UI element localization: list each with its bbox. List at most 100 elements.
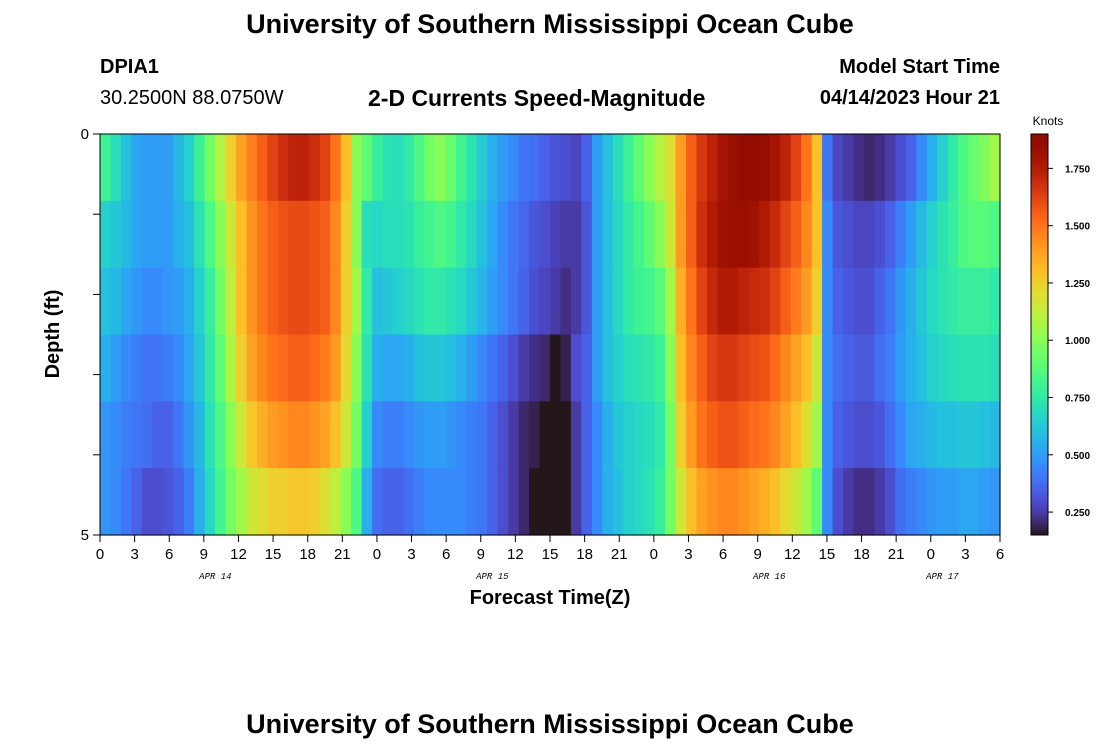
- heatmap-cell: [173, 134, 185, 202]
- heatmap-cell: [989, 267, 1001, 336]
- x-tick-label: 9: [200, 546, 208, 563]
- heatmap-cell: [330, 334, 342, 402]
- heatmap-cell: [696, 401, 708, 469]
- heatmap-cell: [434, 200, 446, 269]
- heatmap-cell: [529, 267, 541, 336]
- heatmap-cell: [916, 401, 928, 469]
- heatmap-cell: [393, 134, 405, 202]
- heatmap-cell: [372, 134, 384, 202]
- heatmap-cell: [194, 134, 206, 202]
- heatmap-cell: [560, 468, 572, 536]
- x-tick-label: 0: [650, 546, 658, 563]
- heatmap-cell: [413, 401, 426, 469]
- heatmap-cell: [246, 134, 258, 202]
- heatmap-cell: [487, 401, 499, 469]
- heatmap-cell: [644, 334, 656, 402]
- heatmap-cell: [550, 401, 562, 469]
- heatmap-cell: [874, 267, 886, 336]
- heatmap-cell: [382, 267, 394, 336]
- heatmap-cell: [832, 468, 844, 536]
- heatmap-cell: [769, 334, 781, 402]
- x-tick-label: 6: [165, 546, 173, 563]
- heatmap-cell: [267, 134, 279, 202]
- heatmap-cell: [780, 334, 792, 402]
- heatmap-cell: [853, 334, 865, 402]
- heatmap-cell: [277, 134, 289, 202]
- heatmap-cell: [801, 200, 813, 269]
- heatmap-cell: [382, 200, 394, 269]
- heatmap-cell: [560, 134, 572, 202]
- heatmap-cell: [183, 200, 195, 269]
- colorbar-tick-label: 1.500: [1065, 222, 1090, 233]
- heatmap-cell: [497, 134, 509, 202]
- heatmap-cell: [497, 267, 509, 336]
- heatmap-cell: [633, 401, 645, 469]
- heatmap-cell: [236, 334, 248, 402]
- heatmap-cell: [801, 334, 813, 402]
- heatmap-cell: [581, 334, 593, 402]
- heatmap-cell: [131, 267, 143, 336]
- y-tick-label: 0: [81, 126, 89, 143]
- heatmap-cell: [110, 200, 122, 269]
- heatmap-cell: [591, 334, 603, 402]
- heatmap-cell: [288, 401, 300, 469]
- heatmap-cell: [110, 334, 122, 402]
- heatmap-cell: [340, 200, 352, 269]
- heatmap-cell: [372, 267, 384, 336]
- heatmap-cell: [623, 200, 635, 269]
- heatmap-cell: [874, 334, 886, 402]
- heatmap-cell: [204, 134, 216, 202]
- heatmap-cell: [413, 134, 426, 202]
- heatmap-cell: [110, 267, 122, 336]
- heatmap-cell: [539, 401, 551, 469]
- heatmap-cell: [612, 401, 624, 469]
- heatmap-cell: [372, 200, 384, 269]
- heatmap-cell: [550, 267, 562, 336]
- heatmap-cell: [309, 468, 321, 536]
- heatmap-cell: [884, 200, 896, 269]
- heatmap-cell: [215, 468, 227, 536]
- heatmap-cell: [361, 334, 373, 402]
- heatmap-cell: [863, 468, 876, 536]
- heatmap-cell: [529, 200, 541, 269]
- heatmap-cell: [393, 200, 405, 269]
- heatmap-cell: [623, 468, 635, 536]
- x-axis-ticks: 0 3 6 9 12 15 18 21 0 3 6 9 12 15 18 21 0 3 6 9 12 15 18 21 0 3 6: [96, 535, 1004, 563]
- heatmap-cell: [508, 134, 520, 202]
- heatmap-cell: [173, 468, 185, 536]
- heatmap-cell: [947, 401, 959, 469]
- heatmap-cell: [162, 468, 174, 536]
- heatmap-cell: [654, 200, 666, 269]
- x-tick-label: 9: [477, 546, 485, 563]
- x-tick-label: 21: [888, 546, 905, 563]
- heatmap-cell: [780, 468, 792, 536]
- x-day-label: APR 17: [925, 572, 959, 582]
- heatmap-cell: [979, 401, 991, 469]
- heatmap-cell: [319, 267, 331, 336]
- heatmap-cell: [215, 334, 227, 402]
- heatmap-cell: [937, 401, 949, 469]
- heatmap-cell: [706, 267, 719, 336]
- heatmap-cell: [780, 401, 792, 469]
- heatmap-cell: [591, 267, 603, 336]
- heatmap-cell: [665, 468, 677, 536]
- heatmap-cell: [581, 200, 593, 269]
- heatmap-cell: [351, 200, 363, 269]
- x-tick-label: 12: [230, 546, 247, 563]
- heatmap-cell: [769, 401, 781, 469]
- heatmap-cell: [466, 468, 478, 536]
- colorbar-tick-label: 0.750: [1065, 394, 1090, 405]
- heatmap-cell: [738, 334, 750, 402]
- heatmap-cell: [277, 334, 289, 402]
- heatmap-cell: [727, 334, 739, 402]
- x-tick-label: 6: [996, 546, 1004, 563]
- heatmap-cell: [989, 200, 1001, 269]
- heatmap-cell: [612, 200, 624, 269]
- heatmap-cell: [989, 401, 1001, 469]
- heatmap-cell: [926, 401, 938, 469]
- heatmap-cell: [706, 334, 719, 402]
- heatmap-cell: [183, 267, 195, 336]
- heatmap-cell: [445, 200, 457, 269]
- heatmap-cell: [926, 267, 938, 336]
- heatmap-cell: [895, 200, 907, 269]
